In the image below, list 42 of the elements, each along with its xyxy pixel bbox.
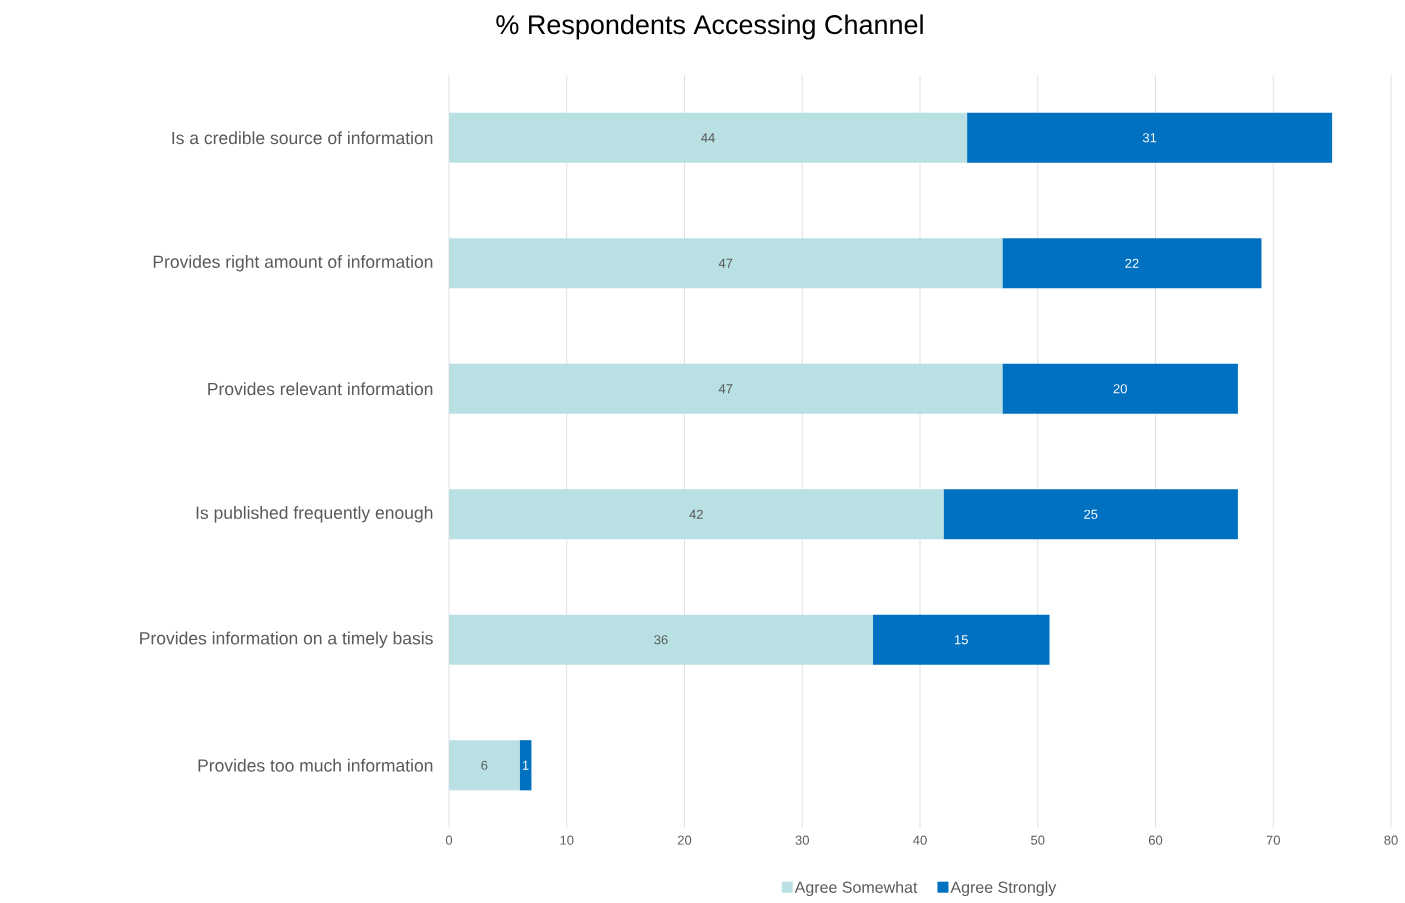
y-tick-label: Provides too much information [198,758,433,772]
y-tick-label: Is a credible source of information [172,131,433,145]
data-label: 1 [522,760,529,770]
x-tick-label: 10 [560,835,574,845]
data-label: 31 [1142,133,1157,143]
legend-label: Agree Strongly [950,881,1057,897]
x-tick-label: 60 [1148,835,1163,845]
bar [449,112,968,163]
bar [449,238,1003,289]
bar [967,112,1333,163]
data-label: 47 [718,384,733,394]
x-tick-label: 30 [795,835,809,845]
y-tick-label: Provides information on a timely basis [140,631,433,648]
bar [519,740,532,791]
data-label: 42 [689,509,703,519]
y-tick-label: Is published frequently enough [196,506,433,523]
x-tick-label: 50 [1031,835,1045,845]
bar [449,614,873,665]
y-tick-label: Provides right amount of information [153,255,433,272]
bar [1002,238,1262,289]
x-tick-label: 70 [1266,835,1280,845]
data-label: 15 [954,635,968,645]
bar [449,489,944,540]
x-tick-label: 0 [445,835,453,845]
x-tick-label: 20 [677,835,692,845]
x-tick-label: 80 [1384,835,1398,845]
bar [449,740,520,791]
bar [872,614,1050,665]
data-label: 44 [701,133,715,143]
bar [449,363,1003,414]
data-label: 47 [718,258,733,268]
bar [1002,363,1238,414]
data-label: 6 [481,760,488,770]
legend-label: Agree Somewhat [794,881,918,897]
x-tick-label: 40 [913,835,927,845]
data-label: 36 [654,635,668,645]
data-label: 20 [1113,384,1127,394]
chart-title: % Respondents Accessing Channel [496,14,923,40]
bar [943,489,1238,540]
y-tick-label: Provides relevant information [208,382,433,396]
data-label: 22 [1125,258,1139,268]
data-label: 25 [1084,509,1098,519]
